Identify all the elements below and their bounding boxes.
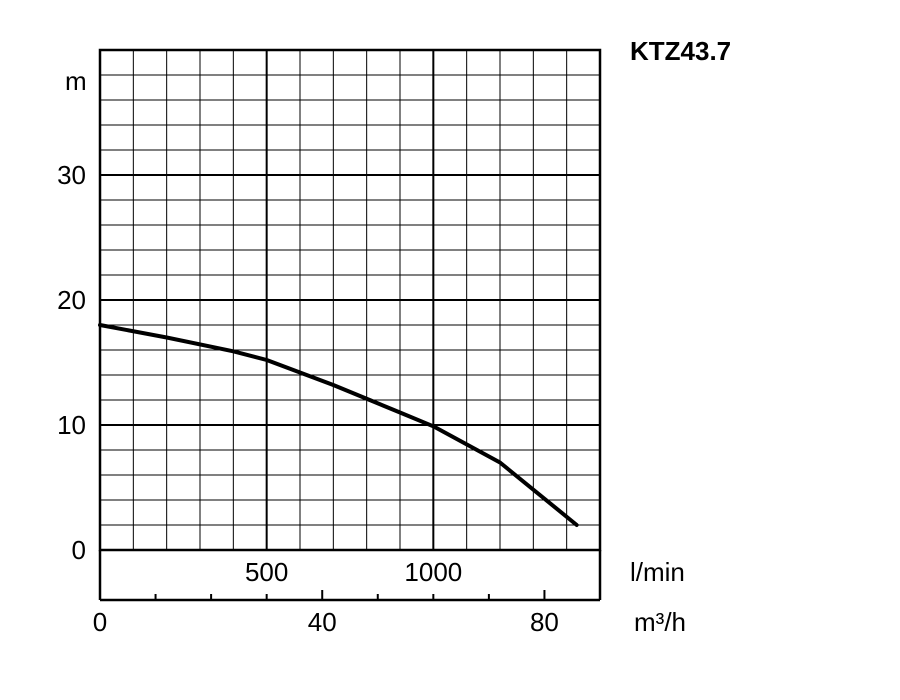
- x-tick-label-primary: 500: [245, 557, 288, 587]
- y-tick-label: 30: [57, 160, 86, 190]
- x-axis-label-primary: l/min: [630, 557, 685, 587]
- y-tick-label: 10: [57, 410, 86, 440]
- x-tick-label-primary: 1000: [404, 557, 462, 587]
- tick-labels: 0 10 20 30 500 1000 0 40 80: [57, 160, 559, 637]
- y-tick-label: 0: [72, 535, 86, 565]
- plot-border: [98, 48, 602, 552]
- plot-frame: [98, 48, 602, 602]
- pump-curve-line: [98, 323, 579, 527]
- y-axis-label: m: [65, 66, 87, 96]
- curve-layer: [98, 323, 579, 527]
- x-tick-label-secondary: 0: [93, 607, 107, 637]
- major-gridlines: [100, 50, 600, 550]
- y-tick-label: 20: [57, 285, 86, 315]
- chart-title: KTZ43.7: [630, 36, 731, 66]
- x-tick-label-secondary: 80: [530, 607, 559, 637]
- x-axis-label-secondary: m³/h: [634, 607, 686, 637]
- minor-gridlines: [100, 50, 600, 550]
- x-tick-label-secondary: 40: [308, 607, 337, 637]
